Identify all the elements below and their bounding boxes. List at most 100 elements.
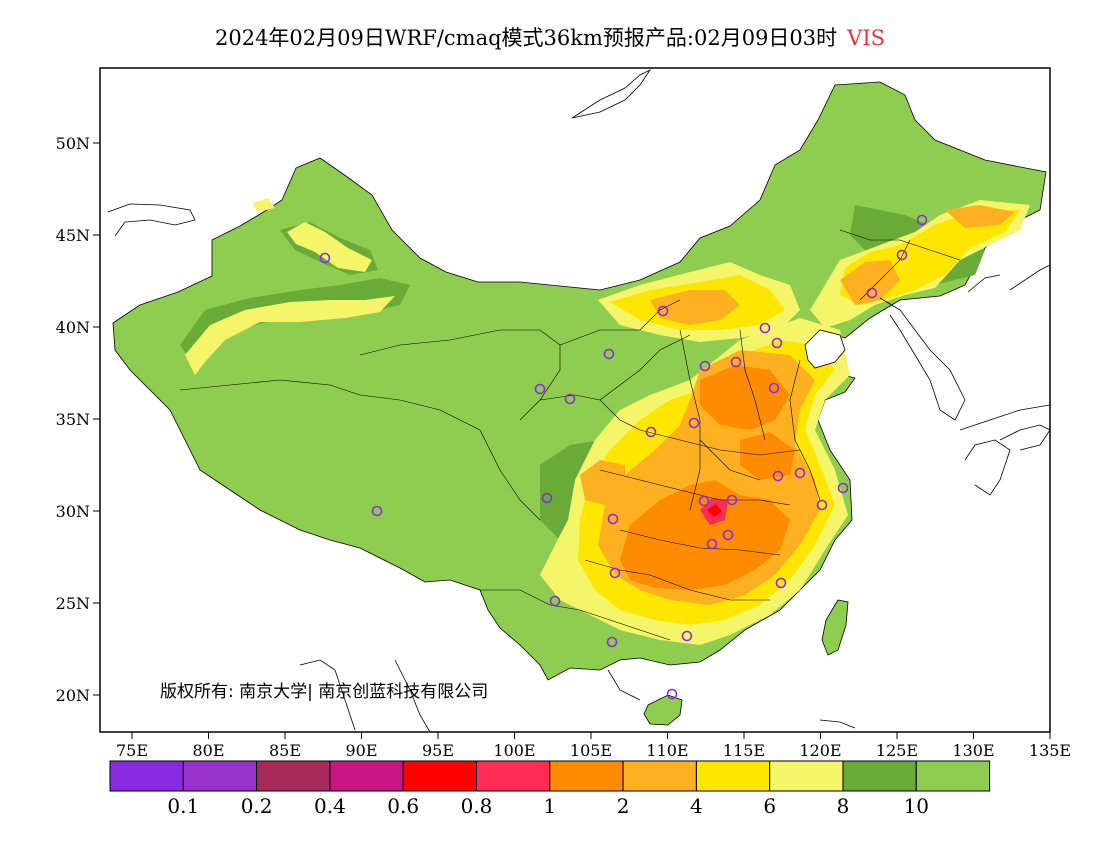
legend-label: 0.6 [387,794,419,818]
band-yellow-xinjiang [185,296,395,375]
band-red-hubei-core [707,504,722,517]
station-marker [730,356,742,368]
band-darkorange-jiangsu [740,432,795,480]
neighbor-coastlines [107,68,1050,732]
station-marker [319,252,331,264]
station-marker [722,529,734,541]
legend-swatch [549,760,624,792]
lat-tick-label: 35N [56,410,90,429]
legend-swatch [769,760,844,792]
station-marker [371,505,383,517]
station-marker [681,630,693,642]
legend-swatch [402,760,478,792]
legend-swatch [476,760,551,792]
station-marker [606,636,618,648]
station-marker [759,322,771,334]
legend-label: 0.1 [167,794,199,818]
station-marker [645,426,657,438]
legend-swatch [109,760,184,792]
lon-tick-label: 130E [952,741,994,760]
band-darkorange-hunan [620,480,790,590]
lon-tick-label: 75E [116,741,148,760]
lon-tick-label: 90E [345,741,377,760]
lon-tick-label: 135E [1029,741,1071,760]
legend-swatch [695,760,771,792]
station-marker [541,492,553,504]
station-marker [564,393,576,405]
station-marker [657,305,669,317]
lon-tick-label: 100E [493,741,535,760]
lon-tick-label: 115E [723,741,765,760]
map-title: 2024年02月09日WRF/cmaq模式36km预报产品:02月09日03时 V… [0,22,1100,52]
station-marker [607,513,619,525]
lon-tick-label: 80E [192,741,224,760]
band-orange-northeast [840,260,900,305]
map-border [99,67,1051,733]
station-marker [603,348,615,360]
color-legend: 0.1 0.2 0.4 0.6 0.8 1 2 4 6 8 10 [109,760,991,818]
station-marker [609,567,621,579]
legend-label: 6 [763,794,776,818]
station-marker [816,499,828,511]
station-marker [666,688,678,700]
legend-swatch [256,760,331,792]
legend-swatch [329,760,404,792]
band-yellow-dzungaria [287,222,372,272]
province-borders [179,229,961,641]
station-marker [771,337,783,349]
band-darkorange-henan [700,365,790,430]
band-orange-north [650,290,740,325]
lat-tick-label: 45N [56,226,90,245]
band-yellow-altai [252,198,275,212]
station-marker [768,382,780,394]
copyright-text: 版权所有: 南京大学| 南京创蓝科技有限公司 [160,682,488,702]
station-marker [699,360,711,372]
legend-label: 2 [617,794,630,818]
band-orange-heilong [945,205,1015,228]
title-text: 2024年02月09日WRF/cmaq模式36km预报产品:02月09日03时 [214,26,838,50]
legend-label: 0.4 [314,794,346,818]
station-marker [698,495,710,507]
lon-tick-label: 95E [422,741,454,760]
lat-tick-label: 25N [56,594,90,613]
station-marker [726,494,738,506]
station-marker [775,577,787,589]
station-markers [319,214,928,700]
lon-tick-label: 120E [799,741,841,760]
lat-tick-label: 20N [56,686,90,705]
lon-tick-label: 105E [570,741,612,760]
band-dark-xinjiang [180,278,410,360]
legend-swatch [182,760,258,792]
legend-label: 1 [543,794,556,818]
lat-tick-label: 40N [56,318,90,337]
station-marker [837,482,849,494]
lon-tick-label: 125E [876,741,918,760]
hainan-island [643,694,683,726]
station-marker [794,467,806,479]
station-marker [772,470,784,482]
legend-label: 4 [690,794,703,818]
legend-swatch [622,760,697,792]
station-marker [549,595,561,607]
latitude-axis: 50N 45N 40N 35N 30N 25N 20N [56,134,100,705]
lat-tick-label: 30N [56,502,90,521]
lon-tick-label: 85E [269,741,301,760]
bohai-sea [804,329,846,369]
legend-label: 0.8 [461,794,493,818]
legend-swatch [842,760,917,792]
longitude-axis: 75E 80E 85E 90E 95E 100E 105E 110E 115E 120E 125E 1… [116,732,1071,760]
variable-label: VIS [847,26,886,50]
lon-tick-label: 110E [646,741,688,760]
taiwan-island [821,599,849,656]
station-marker [706,538,718,550]
station-marker [896,249,908,261]
legend-label: 8 [837,794,850,818]
station-marker [534,383,546,395]
legend-label: 0.2 [241,794,273,818]
band-orange-sichuan [580,460,625,505]
station-marker [866,287,878,299]
legend-swatch [915,760,991,792]
station-marker [688,417,700,429]
lat-tick-label: 50N [56,134,90,153]
